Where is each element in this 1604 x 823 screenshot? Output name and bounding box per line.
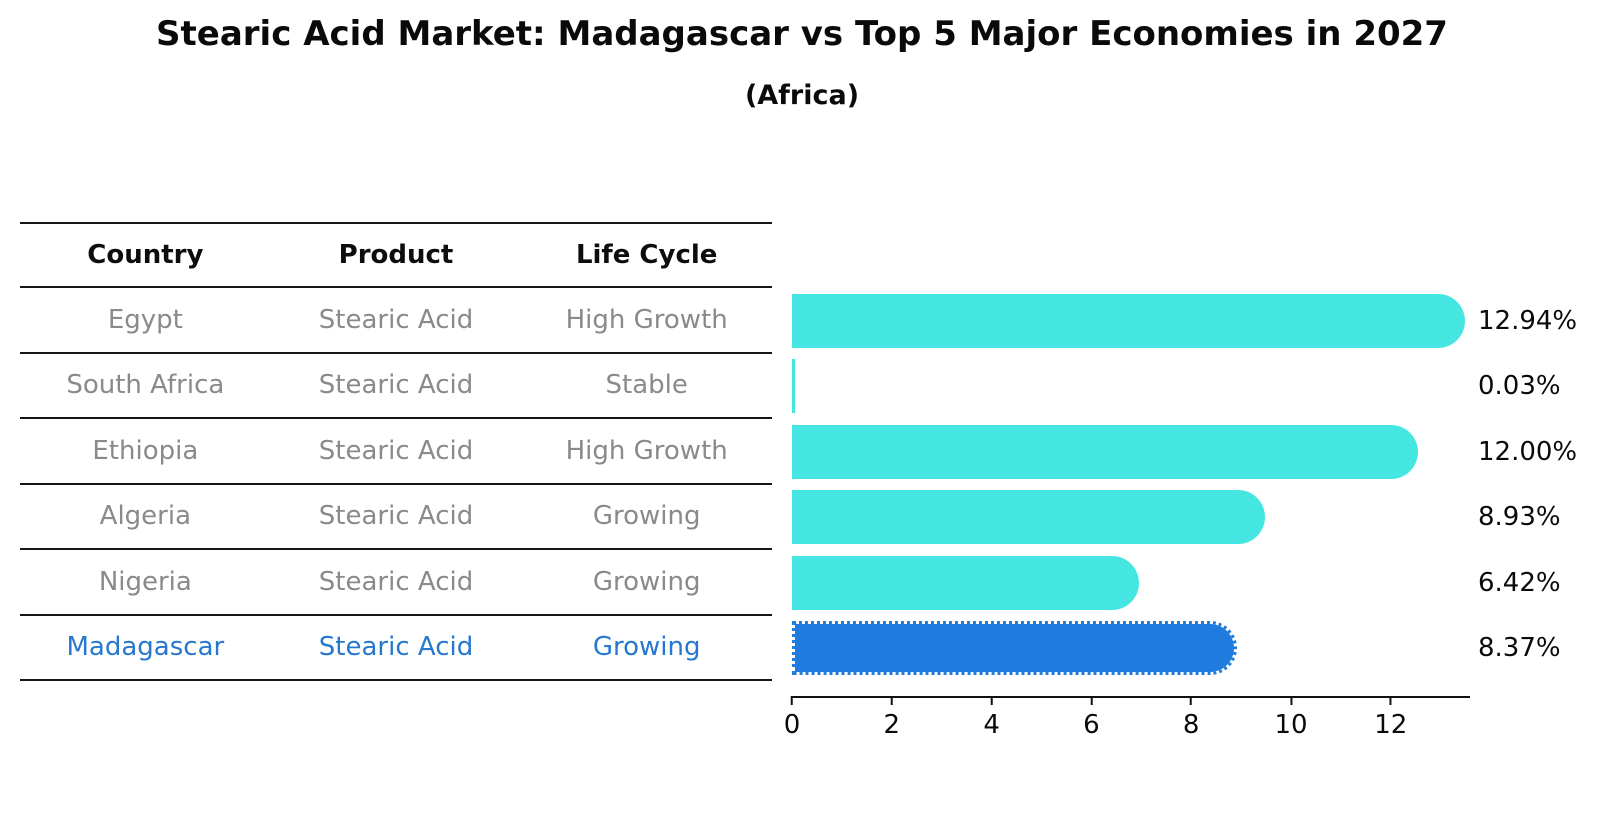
x-axis-tick: 2 [883, 696, 901, 740]
tick-label: 8 [1182, 710, 1200, 740]
column-header-product: Product [338, 240, 454, 270]
bar-egypt [792, 293, 1465, 348]
table-row-egypt: Egypt Stearic Acid High Growth [20, 288, 772, 354]
x-axis-tick: 6 [1083, 696, 1100, 740]
tick-label: 4 [983, 710, 1000, 740]
tick-label: 2 [883, 710, 901, 740]
bar-value-label: 8.37% [1478, 633, 1561, 664]
cell-product: Stearic Acid [318, 501, 474, 532]
table-row-ethiopia: Ethiopia Stearic Acid High Growth [20, 419, 772, 485]
table-row-south-africa: South Africa Stearic Acid Stable [20, 354, 772, 419]
cell-life-cycle: High Growth [565, 435, 728, 466]
table-row-algeria: Algeria Stearic Acid Growing [20, 485, 772, 550]
tick-mark [1389, 696, 1392, 705]
bar-algeria [792, 490, 1265, 545]
cell-life-cycle: Stable [605, 370, 688, 401]
tick-label: 6 [1083, 710, 1100, 740]
cell-product: Stearic Acid [318, 632, 474, 663]
tick-label: 12 [1374, 710, 1408, 740]
column-header-country: Country [87, 240, 204, 270]
bar-madagascar [792, 621, 1237, 676]
country-table: Country Product Life Cycle Egypt Stearic… [20, 222, 772, 681]
x-axis-tick: 0 [783, 696, 801, 740]
bar-ethiopia [792, 424, 1418, 479]
bar-value-label: 6.42% [1478, 567, 1561, 598]
cell-product: Stearic Acid [318, 566, 474, 597]
tick-mark [890, 696, 893, 705]
chart-title: Stearic Acid Market: Madagascar vs Top 5… [156, 14, 1448, 54]
x-axis-line [792, 696, 1470, 698]
tick-mark [790, 696, 793, 705]
cell-life-cycle: Growing [592, 501, 701, 532]
cell-life-cycle: Growing [592, 566, 701, 597]
x-axis-tick: 4 [983, 696, 1000, 740]
tick-mark [1190, 696, 1193, 705]
cell-product: Stearic Acid [318, 304, 474, 335]
tick-label: 10 [1274, 710, 1308, 740]
bar-value-label: 12.94% [1478, 305, 1578, 336]
bar-value-label: 0.03% [1478, 371, 1561, 402]
table-row-madagascar: Madagascar Stearic Acid Growing [20, 616, 772, 681]
bar-value-label: 12.00% [1478, 436, 1578, 467]
bar-south-africa [792, 359, 795, 414]
tick-label: 0 [783, 710, 801, 740]
cell-life-cycle: Growing [592, 632, 701, 663]
bar-nigeria [792, 555, 1140, 610]
cell-product: Stearic Acid [318, 370, 474, 401]
cell-life-cycle: High Growth [565, 304, 728, 335]
x-axis-tick: 12 [1374, 696, 1407, 740]
tick-mark [1290, 696, 1292, 705]
cell-country: Ethiopia [92, 435, 199, 466]
cell-country: Madagascar [66, 632, 225, 663]
cell-country: Egypt [107, 304, 183, 335]
x-axis-tick: 8 [1182, 696, 1200, 740]
cell-country: Algeria [99, 501, 192, 532]
cell-country: Nigeria [98, 566, 192, 597]
cell-product: Stearic Acid [318, 435, 474, 466]
chart-subtitle: (Africa) [744, 80, 860, 111]
table-row-nigeria: Nigeria Stearic Acid Growing [20, 550, 772, 616]
tick-mark [990, 696, 993, 705]
column-header-life-cycle: Life Cycle [575, 240, 718, 270]
tick-mark [1090, 696, 1093, 705]
cell-country: South Africa [66, 370, 225, 401]
table-header-row: Country Product Life Cycle [20, 222, 772, 288]
x-axis-tick: 10 [1274, 696, 1308, 740]
bar-value-label: 8.93% [1478, 502, 1561, 533]
